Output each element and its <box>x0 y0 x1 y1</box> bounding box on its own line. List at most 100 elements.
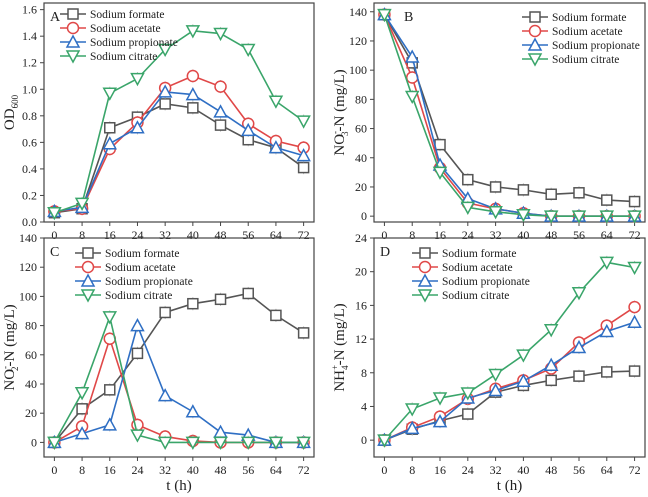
series-line <box>383 14 635 217</box>
data-point <box>404 403 420 417</box>
y-axis-label: NO-3-N (mg/L) <box>330 69 350 155</box>
legend-label: Sodium acetate <box>442 262 513 274</box>
data-point <box>460 201 476 215</box>
y-tick-label: 0 <box>361 433 367 447</box>
panel-letter: C <box>50 245 59 260</box>
data-point <box>432 414 448 428</box>
data-point <box>296 115 311 129</box>
x-tick-label: 24 <box>131 463 143 477</box>
series-sodium-citrate <box>377 8 642 224</box>
legend-marker <box>67 8 79 20</box>
legend-marker <box>527 53 543 67</box>
data-point <box>628 300 641 314</box>
data-point <box>213 104 228 118</box>
y-tick-label: 4 <box>361 399 367 413</box>
data-point <box>130 429 145 443</box>
data-point <box>187 102 199 114</box>
y-tick-label: 1.0 <box>22 82 37 96</box>
legend-marker <box>417 289 433 303</box>
x-tick-label: 32 <box>490 463 502 477</box>
y-tick-label: 80 <box>25 319 37 333</box>
data-point <box>214 80 227 93</box>
x-tick-label: 48 <box>215 463 227 477</box>
series-line <box>54 323 304 444</box>
data-point <box>102 136 118 150</box>
x-tick-label: 16 <box>434 228 446 242</box>
y-tick-label: 0.0 <box>22 215 37 229</box>
x-tick-label: 56 <box>573 463 585 477</box>
y-tick-label: 40 <box>25 377 37 391</box>
legend: Sodium formate Sodium acetate Sodium propi… <box>522 11 640 67</box>
y-tick-label: 0 <box>361 209 367 223</box>
x-tick-label: 56 <box>242 463 254 477</box>
x-tick-label: 16 <box>434 463 446 477</box>
data-point <box>377 434 392 448</box>
x-tick-label: 8 <box>409 228 415 242</box>
legend-marker <box>529 11 541 23</box>
data-point <box>130 120 145 134</box>
data-point <box>213 424 228 438</box>
legend: Sodium formate Sodium acetate Sodium propi… <box>412 247 530 303</box>
data-point <box>571 287 587 301</box>
data-point <box>627 261 642 276</box>
x-tick-label: 64 <box>270 228 282 242</box>
data-point <box>74 426 90 440</box>
data-point <box>185 436 201 450</box>
panel-letter: B <box>404 10 413 25</box>
plot-frame <box>373 237 646 458</box>
panel-letter: A <box>50 10 61 25</box>
x-tick-label: 8 <box>79 228 85 242</box>
x-tick-label: 24 <box>462 463 474 477</box>
data-point <box>432 166 448 180</box>
y-tick-label: 140 <box>19 231 37 245</box>
series-sodium-propionate <box>47 318 311 449</box>
series-sodium-formate <box>48 97 310 219</box>
series-line <box>53 292 305 443</box>
data-point <box>268 436 284 450</box>
data-point <box>157 43 173 58</box>
y-tick-label: 100 <box>349 63 367 77</box>
data-point <box>240 436 256 450</box>
y-axis-label: NO-2-N (mg/L) <box>0 304 20 390</box>
y-tick-label: 20 <box>355 265 367 279</box>
y-tick-label: 8 <box>361 366 367 380</box>
data-point <box>543 357 559 371</box>
x-tick-label: 0 <box>381 228 387 242</box>
data-point <box>460 387 476 401</box>
x-tick-label: 64 <box>601 228 613 242</box>
x-tick-label: 0 <box>51 463 57 477</box>
data-point <box>240 43 256 58</box>
legend-label: Sodium propionate <box>105 276 193 288</box>
data-point <box>268 140 284 154</box>
series-line <box>383 14 635 203</box>
y-tick-label: 20 <box>355 180 367 194</box>
data-point <box>270 309 282 322</box>
x-tick-label: 40 <box>517 463 529 477</box>
data-point <box>599 256 615 270</box>
data-point <box>571 339 587 354</box>
data-point <box>186 69 200 83</box>
legend-label: Sodium citrate <box>552 54 619 66</box>
y-tick-label: 16 <box>355 298 367 312</box>
x-tick-label: 16 <box>104 228 116 242</box>
series-line <box>383 261 635 441</box>
legend-label: Sodium formate <box>442 248 516 260</box>
data-point <box>214 119 227 131</box>
x-tick-label: 48 <box>215 228 227 242</box>
data-point <box>185 404 201 418</box>
x-tick-label: 56 <box>573 228 585 242</box>
data-point <box>102 87 118 101</box>
data-point <box>599 210 615 224</box>
data-point <box>404 420 420 435</box>
x-tick-label: 40 <box>187 463 199 477</box>
data-point <box>131 347 144 360</box>
data-point <box>159 306 171 319</box>
data-point <box>627 210 642 224</box>
legend-label: Sodium acetate <box>90 23 161 35</box>
x-tick-label: 24 <box>462 228 474 242</box>
legend-marker <box>81 260 95 274</box>
x-tick-label: 32 <box>159 228 171 242</box>
y-tick-label: 100 <box>19 289 37 303</box>
x-tick-label: 16 <box>104 463 116 477</box>
legend-marker <box>65 50 81 64</box>
